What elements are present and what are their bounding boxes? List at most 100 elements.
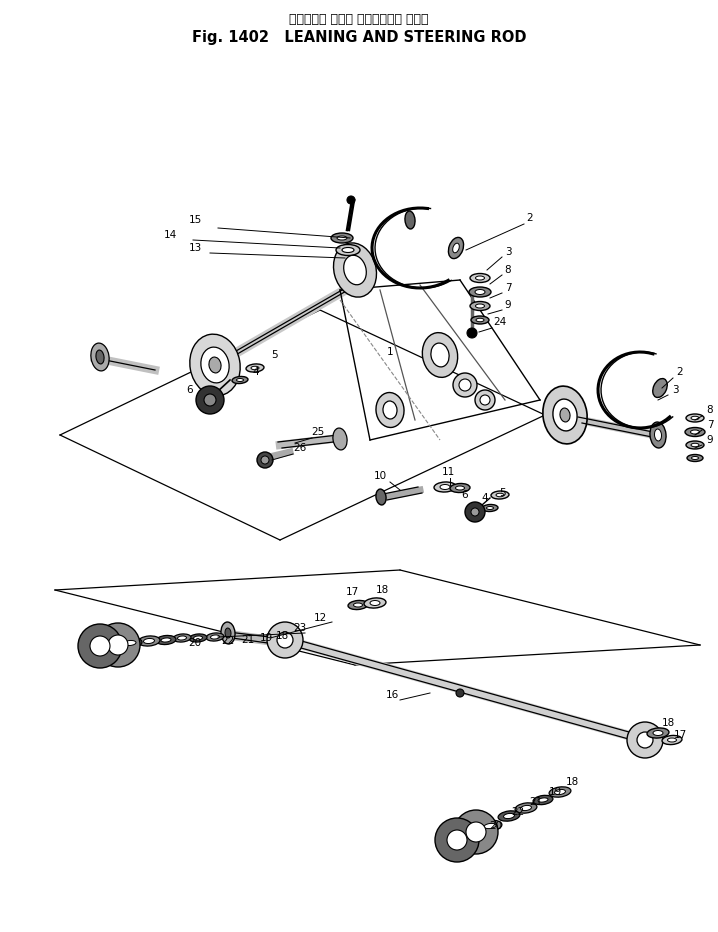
Text: 9: 9 bbox=[505, 300, 511, 310]
Text: 19: 19 bbox=[549, 787, 561, 797]
Circle shape bbox=[453, 373, 477, 397]
Ellipse shape bbox=[491, 491, 509, 499]
Ellipse shape bbox=[471, 316, 489, 324]
Circle shape bbox=[475, 390, 495, 410]
Ellipse shape bbox=[650, 422, 666, 448]
Text: 21: 21 bbox=[241, 635, 255, 645]
Text: 20: 20 bbox=[188, 638, 202, 648]
Ellipse shape bbox=[144, 638, 154, 643]
Circle shape bbox=[480, 395, 490, 405]
Text: 26: 26 bbox=[294, 443, 307, 453]
Ellipse shape bbox=[647, 728, 669, 738]
Ellipse shape bbox=[156, 636, 176, 645]
Ellipse shape bbox=[236, 378, 243, 381]
Text: 11: 11 bbox=[442, 467, 454, 477]
Text: 8: 8 bbox=[707, 405, 713, 415]
Circle shape bbox=[347, 196, 355, 204]
Ellipse shape bbox=[538, 798, 548, 802]
Ellipse shape bbox=[333, 428, 347, 450]
Ellipse shape bbox=[177, 636, 187, 640]
Ellipse shape bbox=[376, 489, 386, 505]
Circle shape bbox=[78, 624, 122, 668]
Ellipse shape bbox=[484, 823, 496, 829]
Circle shape bbox=[447, 830, 467, 850]
Ellipse shape bbox=[475, 304, 485, 308]
Circle shape bbox=[454, 810, 498, 854]
Circle shape bbox=[435, 818, 479, 862]
Text: 12: 12 bbox=[313, 613, 327, 623]
Circle shape bbox=[471, 508, 479, 516]
Ellipse shape bbox=[487, 506, 493, 510]
Ellipse shape bbox=[533, 795, 553, 804]
Text: 18: 18 bbox=[565, 777, 579, 787]
Ellipse shape bbox=[194, 636, 202, 640]
Circle shape bbox=[204, 394, 216, 406]
Circle shape bbox=[96, 623, 140, 667]
Text: 20: 20 bbox=[490, 821, 503, 831]
Ellipse shape bbox=[440, 485, 450, 489]
Text: 4: 4 bbox=[482, 493, 488, 503]
Text: 18: 18 bbox=[376, 585, 388, 595]
Ellipse shape bbox=[434, 482, 456, 492]
Text: 23: 23 bbox=[294, 623, 307, 633]
Text: 14: 14 bbox=[164, 230, 177, 240]
Circle shape bbox=[261, 456, 269, 464]
Ellipse shape bbox=[455, 486, 465, 490]
Ellipse shape bbox=[691, 457, 699, 459]
Ellipse shape bbox=[554, 789, 566, 795]
Text: 16: 16 bbox=[386, 690, 398, 700]
Ellipse shape bbox=[190, 335, 241, 396]
Circle shape bbox=[467, 328, 477, 338]
Ellipse shape bbox=[364, 598, 386, 608]
Ellipse shape bbox=[553, 399, 577, 431]
Ellipse shape bbox=[470, 273, 490, 282]
Text: 6: 6 bbox=[462, 490, 468, 500]
Text: 17: 17 bbox=[673, 730, 686, 740]
Ellipse shape bbox=[91, 343, 109, 371]
Ellipse shape bbox=[209, 357, 221, 373]
Circle shape bbox=[196, 386, 224, 414]
Ellipse shape bbox=[543, 386, 587, 444]
Text: 5: 5 bbox=[271, 350, 279, 360]
Ellipse shape bbox=[521, 805, 531, 811]
Circle shape bbox=[465, 502, 485, 522]
Text: 25: 25 bbox=[312, 427, 325, 437]
Text: 22: 22 bbox=[221, 636, 235, 646]
Text: 19: 19 bbox=[259, 633, 273, 643]
Text: 6: 6 bbox=[187, 385, 193, 395]
Circle shape bbox=[267, 622, 303, 658]
Text: 5: 5 bbox=[500, 488, 506, 498]
Text: 7: 7 bbox=[707, 420, 713, 430]
Ellipse shape bbox=[337, 236, 347, 240]
Ellipse shape bbox=[450, 484, 470, 492]
Text: 21: 21 bbox=[529, 797, 543, 807]
Ellipse shape bbox=[206, 633, 224, 641]
Text: 3: 3 bbox=[505, 247, 511, 257]
Circle shape bbox=[277, 632, 293, 648]
Ellipse shape bbox=[470, 301, 490, 310]
Ellipse shape bbox=[549, 787, 571, 797]
Ellipse shape bbox=[655, 429, 661, 441]
Ellipse shape bbox=[353, 603, 363, 607]
Text: 3: 3 bbox=[671, 385, 679, 395]
Ellipse shape bbox=[668, 738, 676, 742]
Ellipse shape bbox=[431, 343, 449, 367]
Text: 7: 7 bbox=[505, 283, 511, 293]
Ellipse shape bbox=[482, 504, 498, 512]
Circle shape bbox=[459, 379, 471, 391]
Ellipse shape bbox=[687, 455, 703, 461]
Ellipse shape bbox=[560, 408, 570, 422]
Text: 24: 24 bbox=[493, 317, 507, 327]
Ellipse shape bbox=[469, 287, 491, 297]
Circle shape bbox=[627, 722, 663, 758]
Text: 17: 17 bbox=[345, 587, 358, 597]
Ellipse shape bbox=[476, 318, 484, 322]
Text: 18: 18 bbox=[276, 631, 289, 641]
Ellipse shape bbox=[449, 238, 464, 258]
Ellipse shape bbox=[691, 417, 699, 419]
Circle shape bbox=[257, 452, 273, 468]
Ellipse shape bbox=[210, 635, 220, 639]
Ellipse shape bbox=[124, 640, 136, 646]
Circle shape bbox=[466, 822, 486, 842]
Text: 8: 8 bbox=[505, 265, 511, 275]
